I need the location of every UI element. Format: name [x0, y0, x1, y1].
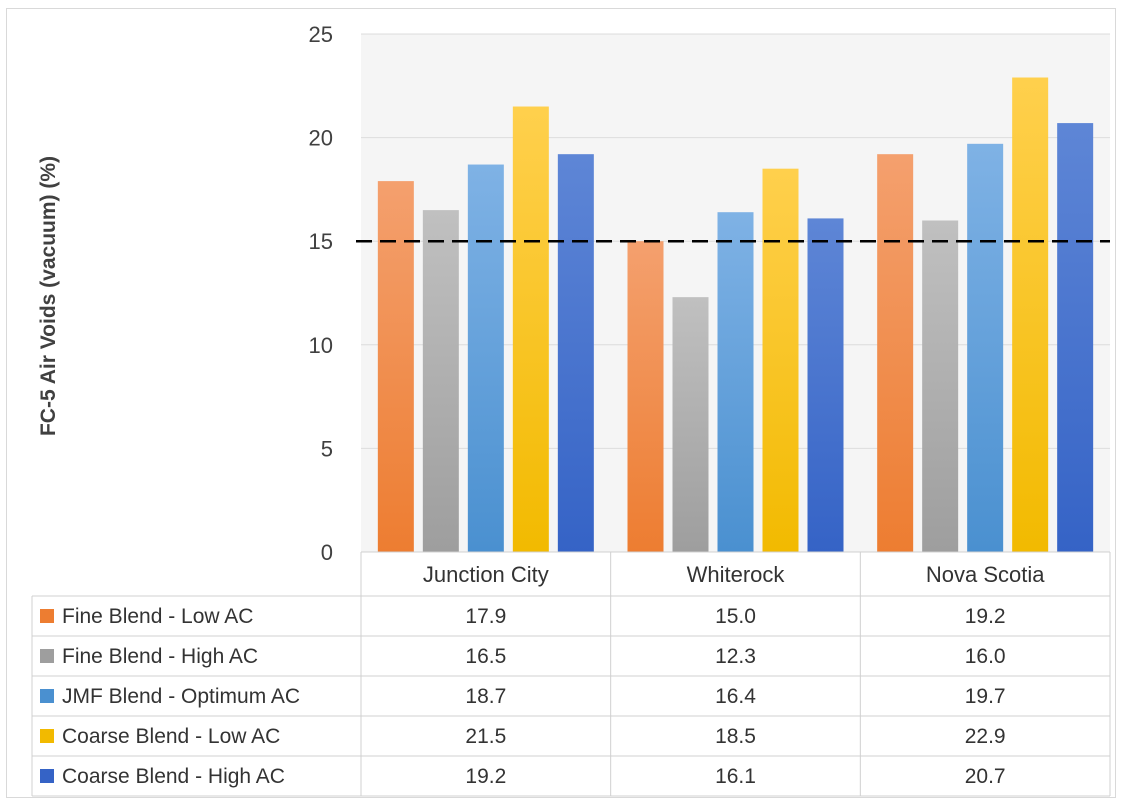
legend-swatch — [40, 769, 54, 783]
table-cell: 22.9 — [965, 725, 1006, 748]
bar — [762, 168, 799, 552]
table-cell: 19.2 — [965, 605, 1006, 628]
y-tick-label: 10 — [309, 333, 333, 358]
category-label: Whiterock — [687, 562, 786, 587]
bar — [467, 164, 504, 552]
bars — [377, 77, 1094, 553]
y-axis-title: FC-5 Air Voids (vacuum) (%) — [37, 156, 60, 436]
table-cell: 17.9 — [465, 605, 506, 628]
bar — [807, 218, 844, 552]
y-tick-label: 5 — [321, 436, 333, 461]
table-cell: 18.7 — [465, 685, 506, 708]
y-axis: 0 5 10 15 20 25 — [309, 22, 333, 565]
chart-border — [6, 8, 1116, 798]
y-tick-label: 20 — [309, 126, 333, 151]
table-cell: 21.5 — [465, 725, 506, 748]
legend-label: Fine Blend - Low AC — [62, 605, 253, 628]
bar — [422, 210, 459, 552]
bar — [1057, 123, 1094, 552]
category-label: Nova Scotia — [926, 562, 1045, 587]
legend-swatch — [40, 689, 54, 703]
table-cell: 16.1 — [715, 765, 756, 788]
table-cell: 19.7 — [965, 685, 1006, 708]
data-table: Junction City Whiterock Nova Scotia Fine Bl… — [31, 551, 1111, 797]
table-cell: 18.5 — [715, 725, 756, 748]
table-cell: 16.0 — [965, 645, 1006, 668]
bar — [672, 297, 709, 552]
table-cell: 12.3 — [715, 645, 756, 668]
y-tick-label: 15 — [309, 229, 333, 254]
table-cell: 16.4 — [715, 685, 756, 708]
legend-swatch — [40, 729, 54, 743]
legend-label: Coarse Blend - High AC — [62, 765, 285, 788]
y-tick-label: 25 — [309, 22, 333, 47]
table-cell: 16.5 — [465, 645, 506, 668]
table-cell: 20.7 — [965, 765, 1006, 788]
bar — [967, 143, 1004, 553]
legend-label: Coarse Blend - Low AC — [62, 725, 280, 748]
legend-label: JMF Blend - Optimum AC — [62, 685, 300, 708]
legend-swatch — [40, 609, 54, 623]
bar — [877, 154, 914, 552]
bar — [1012, 77, 1049, 553]
legend-label: Fine Blend - High AC — [62, 645, 258, 668]
table-cell: 19.2 — [465, 765, 506, 788]
bar — [627, 241, 664, 552]
bar — [922, 220, 959, 553]
bar — [717, 212, 754, 552]
y-tick-label: 0 — [321, 540, 333, 565]
bar — [512, 106, 549, 553]
table-cell: 15.0 — [715, 605, 756, 628]
bar — [557, 154, 594, 552]
category-label: Junction City — [423, 562, 549, 587]
legend-swatch — [40, 649, 54, 663]
bar — [377, 181, 414, 552]
